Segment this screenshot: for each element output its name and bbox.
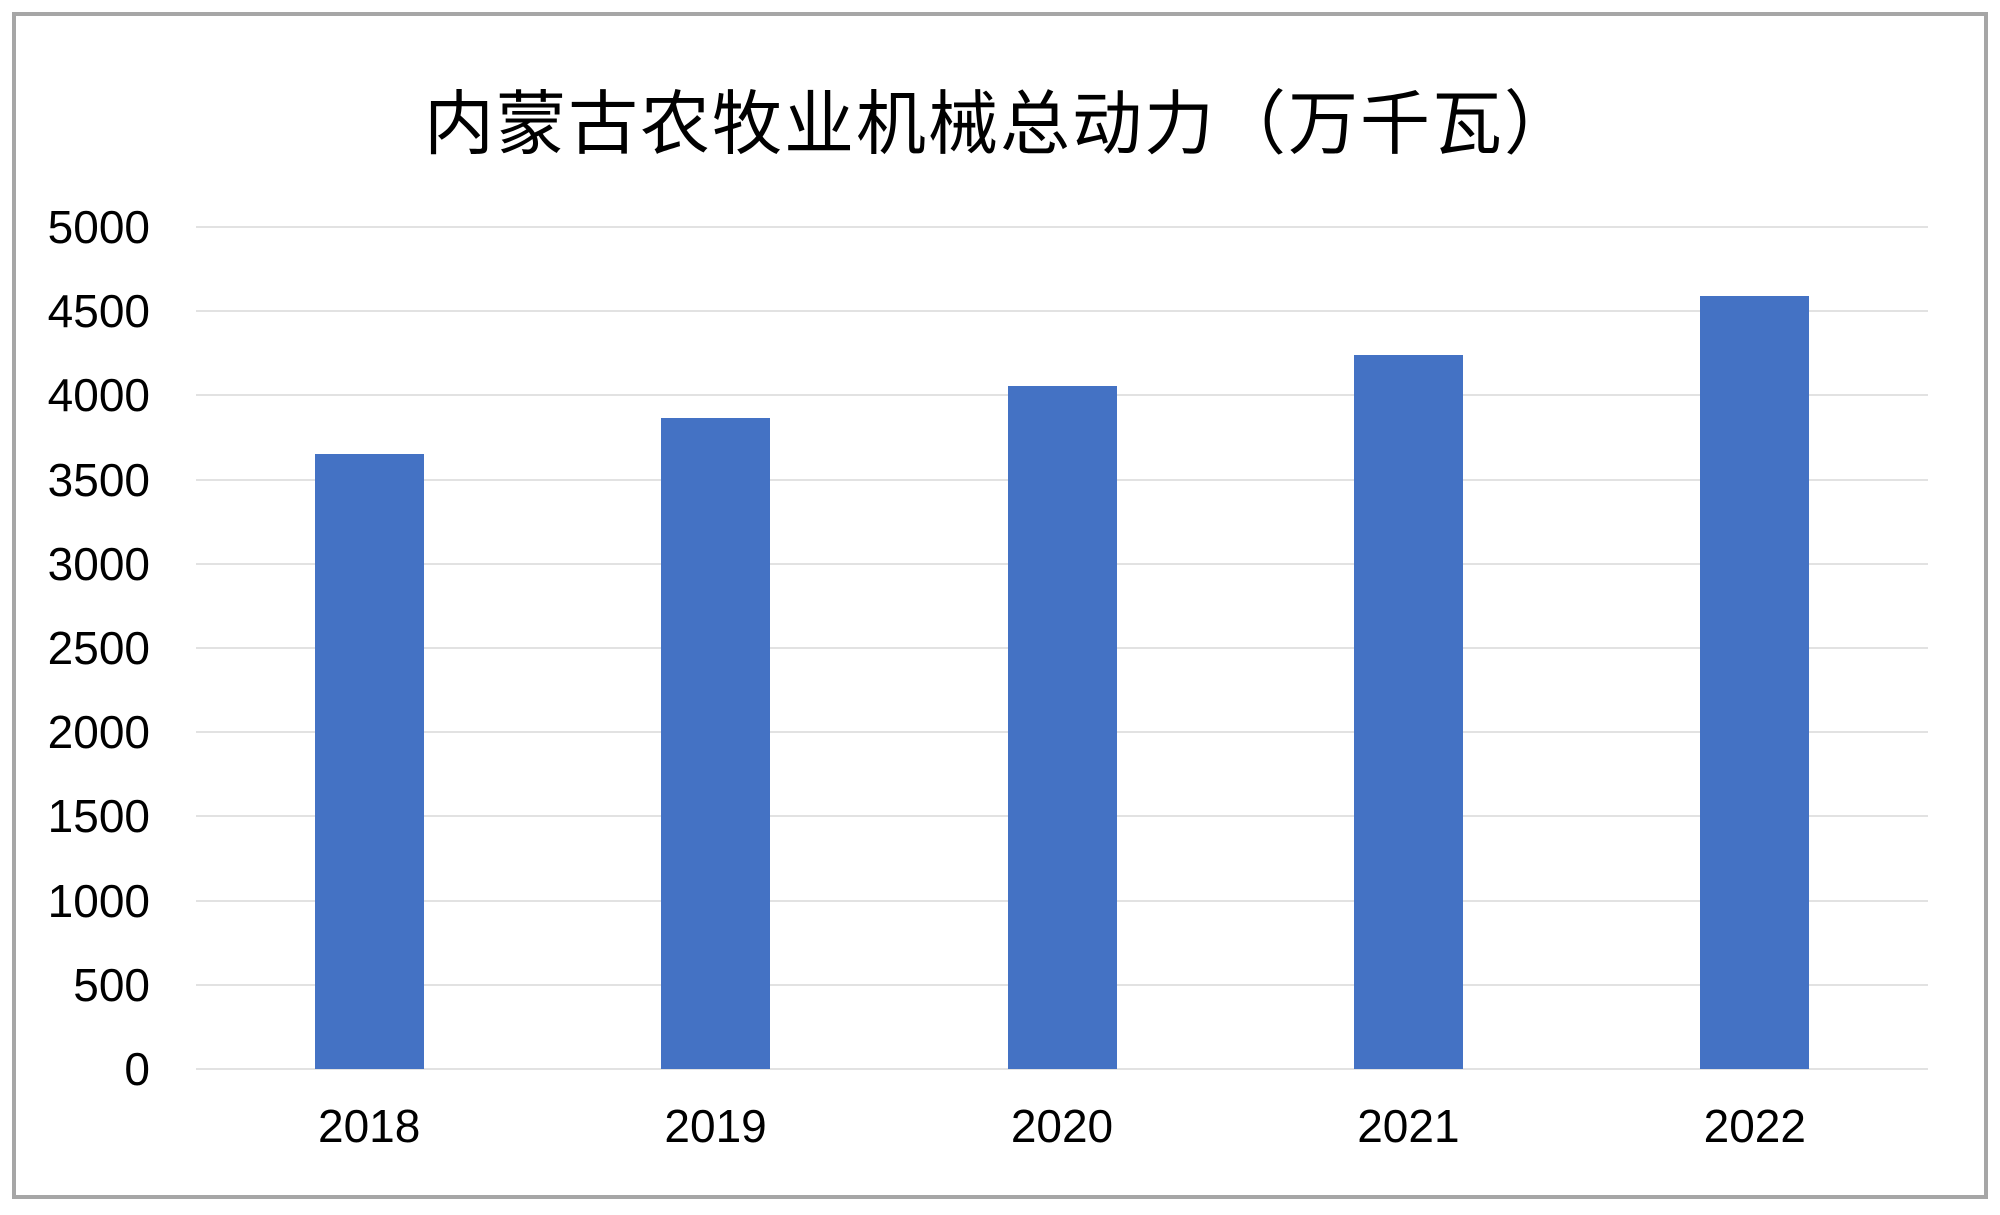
y-axis-label-3500: 3500 xyxy=(47,453,150,506)
gridline-4500 xyxy=(196,310,1928,313)
bar-2021 xyxy=(1353,354,1463,1069)
plot-area xyxy=(196,226,1928,1070)
x-axis-label-2021: 2021 xyxy=(1357,1100,1460,1152)
x-axis-label-2020: 2020 xyxy=(1010,1100,1114,1152)
y-axis-label-500: 500 xyxy=(73,958,150,1011)
y-axis-label-3000: 3000 xyxy=(47,537,150,590)
y-axis-label-0: 0 xyxy=(124,1043,150,1095)
y-axis-label-1500: 1500 xyxy=(47,790,150,843)
bar-2018 xyxy=(314,453,424,1069)
y-axis-label-4500: 4500 xyxy=(47,285,150,338)
y-axis-label-2000: 2000 xyxy=(47,706,150,759)
y-axis-label-5000: 5000 xyxy=(47,201,150,253)
bar-2022 xyxy=(1700,296,1810,1069)
y-axis-label-2500: 2500 xyxy=(47,622,150,674)
y-axis-label-4000: 4000 xyxy=(47,369,150,422)
chart-title: 内蒙古农牧业机械总动力（万千瓦） xyxy=(424,85,1576,163)
bar-2019 xyxy=(661,418,771,1069)
x-axis: 2018 2019 2020 2021 2022 xyxy=(196,1096,1928,1156)
x-axis-label-2022: 2022 xyxy=(1703,1100,1806,1152)
gridline-0 xyxy=(196,1068,1928,1070)
x-axis-label-2019: 2019 xyxy=(664,1100,767,1152)
bar-2020 xyxy=(1007,386,1117,1069)
x-axis-label-2018: 2018 xyxy=(318,1100,421,1152)
y-axis-label-1000: 1000 xyxy=(47,874,150,927)
gridline-5000 xyxy=(196,226,1928,228)
y-axis: 0 500 1000 1500 2000 2500 3000 3500 4000 4500 5000 xyxy=(0,0,150,1215)
